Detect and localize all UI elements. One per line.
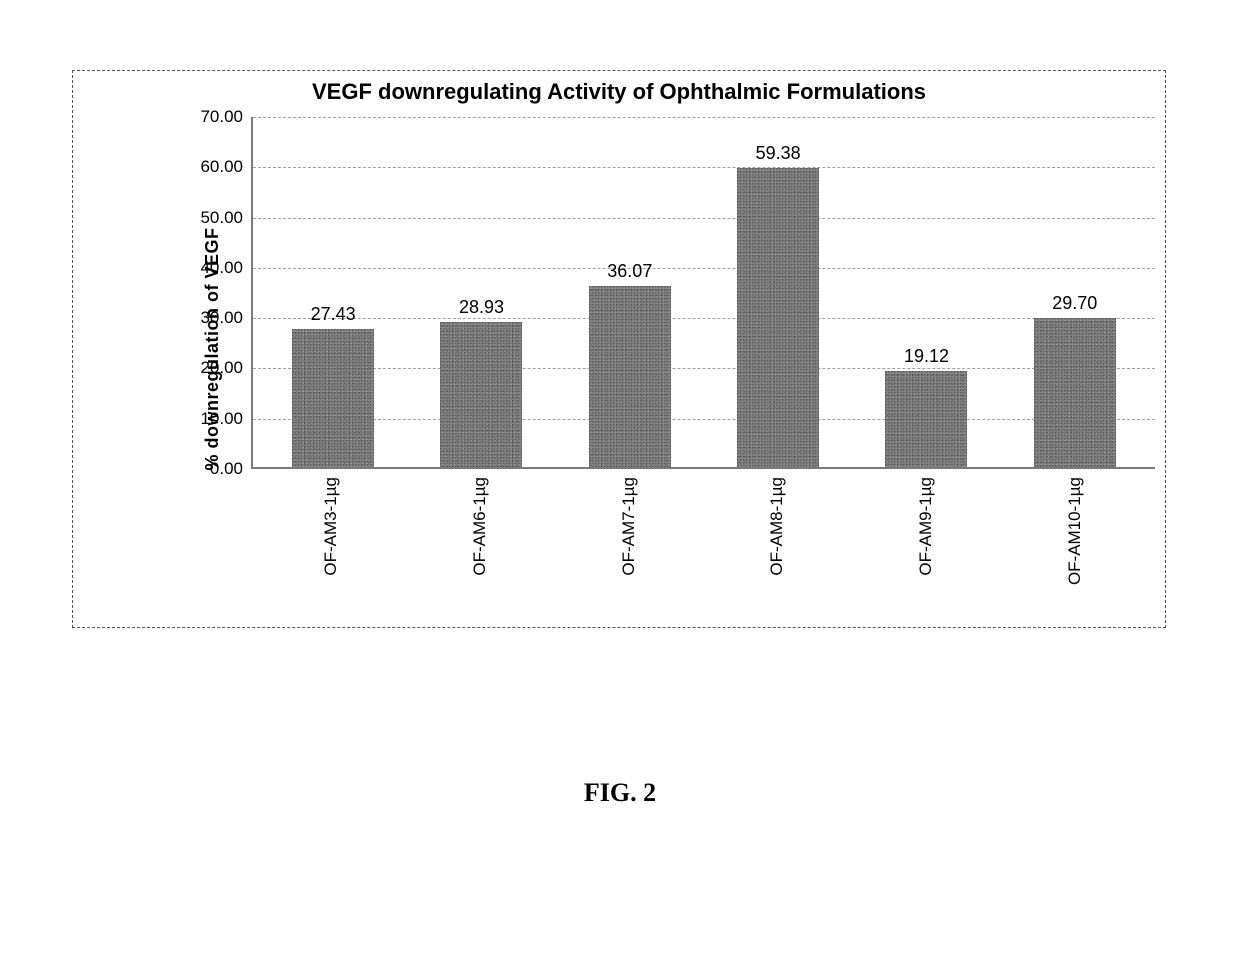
xlabel: OF-AM8-1µg [767,477,787,576]
bar-value-label: 29.70 [1052,293,1097,318]
ytick-5: 50.00 [173,208,243,228]
figure-caption: FIG. 2 [0,778,1240,808]
bar-slot: 19.12 [852,117,1000,467]
bar-value-label: 28.93 [459,297,504,322]
ytick-2: 20.00 [173,358,243,378]
ytick-1: 10.00 [173,409,243,429]
bar-slot: 29.70 [1001,117,1149,467]
xlabel: OF-AM3-1µg [321,477,341,576]
bar-of-am6: 28.93 [440,322,522,467]
plot-area: 27.43 28.93 36.07 [251,117,1155,469]
bar-of-am8: 59.38 [737,168,819,467]
xlabel-slot: OF-AM3-1µg [257,477,406,617]
bar-of-am10: 29.70 [1034,318,1116,467]
bar-slot: 27.43 [259,117,407,467]
ytick-3: 30.00 [173,308,243,328]
ytick-6: 60.00 [173,157,243,177]
xlabel: OF-AM7-1µg [619,477,639,576]
bar-of-am7: 36.07 [589,286,671,467]
xlabel-slot: OF-AM10-1µg [1000,477,1149,617]
bar-of-am3: 27.43 [292,329,374,467]
bar-slot: 59.38 [704,117,852,467]
xlabel-slot: OF-AM8-1µg [703,477,852,617]
xlabel-slot: OF-AM6-1µg [406,477,555,617]
plot-wrap: 0.00 10.00 20.00 30.00 40.00 50.00 60.00… [251,117,1155,617]
xlabel-slot: OF-AM7-1µg [554,477,703,617]
bar-value-label: 59.38 [756,143,801,168]
bar-of-am9: 19.12 [885,371,967,467]
x-labels: OF-AM3-1µg OF-AM6-1µg OF-AM7-1µg OF-AM8-… [251,477,1155,617]
chart-frame: VEGF downregulating Activity of Ophthalm… [72,70,1166,628]
bar-value-label: 19.12 [904,346,949,371]
xlabel: OF-AM9-1µg [916,477,936,576]
chart-title: VEGF downregulating Activity of Ophthalm… [73,79,1165,105]
page: VEGF downregulating Activity of Ophthalm… [0,0,1240,978]
xlabel-slot: OF-AM9-1µg [852,477,1001,617]
ytick-4: 40.00 [173,258,243,278]
xlabel: OF-AM6-1µg [470,477,490,576]
bar-slot: 36.07 [556,117,704,467]
bar-value-label: 27.43 [311,304,356,329]
ytick-0: 0.00 [173,459,243,479]
xlabel: OF-AM10-1µg [1065,477,1085,585]
ytick-7: 70.00 [173,107,243,127]
bar-slot: 28.93 [407,117,555,467]
bars-container: 27.43 28.93 36.07 [253,117,1155,467]
bar-value-label: 36.07 [607,261,652,286]
